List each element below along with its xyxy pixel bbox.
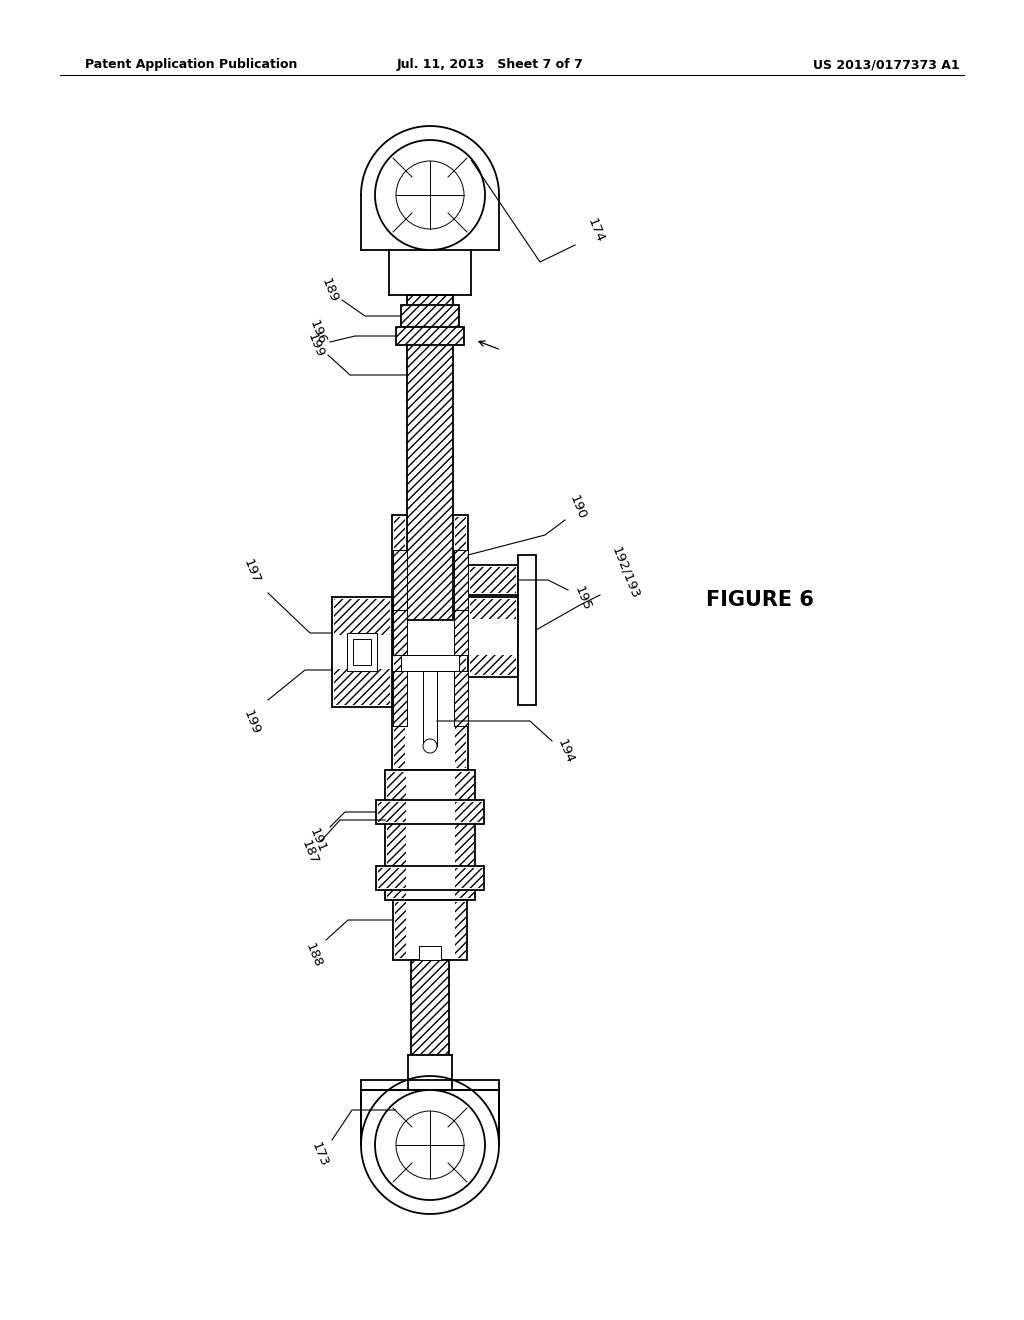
Bar xyxy=(395,902,406,958)
Bar xyxy=(359,1090,501,1150)
Text: 173: 173 xyxy=(309,1140,331,1170)
Text: 199: 199 xyxy=(305,331,327,359)
Text: 192/193: 192/193 xyxy=(609,545,642,601)
Bar xyxy=(393,671,407,726)
Bar xyxy=(385,770,475,900)
Bar xyxy=(361,195,499,249)
Bar xyxy=(470,568,516,593)
Bar xyxy=(334,599,390,635)
Bar xyxy=(455,902,466,958)
Bar xyxy=(378,869,406,888)
Circle shape xyxy=(423,739,437,752)
Bar xyxy=(347,634,377,671)
Bar xyxy=(455,869,483,888)
Circle shape xyxy=(375,1090,485,1200)
Bar xyxy=(361,190,499,195)
Bar xyxy=(376,800,484,824)
Bar xyxy=(392,515,468,770)
Text: 197: 197 xyxy=(242,557,263,585)
Text: 189: 189 xyxy=(319,276,341,304)
Bar xyxy=(455,772,474,898)
Bar xyxy=(407,294,453,620)
Bar xyxy=(419,946,441,960)
Text: 195: 195 xyxy=(572,583,594,612)
Bar xyxy=(401,655,459,671)
Text: US 2013/0177373 A1: US 2013/0177373 A1 xyxy=(813,58,961,71)
Text: Jul. 11, 2013   Sheet 7 of 7: Jul. 11, 2013 Sheet 7 of 7 xyxy=(396,58,584,71)
Text: 191: 191 xyxy=(307,826,329,854)
Bar xyxy=(393,610,407,655)
Bar xyxy=(396,327,464,345)
Bar xyxy=(361,1080,499,1090)
Bar xyxy=(454,610,468,655)
Text: 196: 196 xyxy=(307,318,329,346)
Bar xyxy=(454,671,468,726)
Bar xyxy=(455,803,483,822)
Bar xyxy=(334,669,390,705)
Bar xyxy=(393,550,407,610)
Bar xyxy=(401,305,459,327)
Text: 174: 174 xyxy=(586,215,607,244)
Bar xyxy=(408,1055,452,1090)
Bar xyxy=(470,655,516,675)
Bar xyxy=(387,772,406,898)
Bar xyxy=(423,671,437,746)
Text: 199: 199 xyxy=(242,708,263,737)
Circle shape xyxy=(396,1111,464,1179)
Text: 187: 187 xyxy=(299,838,321,866)
Text: 188: 188 xyxy=(303,941,325,969)
Circle shape xyxy=(375,140,485,249)
Bar xyxy=(455,517,466,768)
Text: 194: 194 xyxy=(555,737,577,766)
Bar xyxy=(376,866,484,890)
Circle shape xyxy=(396,161,464,228)
Bar xyxy=(389,249,471,294)
Text: FIGURE 6: FIGURE 6 xyxy=(707,590,814,610)
Text: Patent Application Publication: Patent Application Publication xyxy=(85,58,297,71)
Bar xyxy=(454,550,468,610)
Bar xyxy=(411,960,449,1055)
Bar xyxy=(394,517,406,768)
Bar xyxy=(353,639,371,665)
Bar xyxy=(468,597,518,677)
Bar xyxy=(378,803,406,822)
Bar xyxy=(470,599,516,619)
Text: 190: 190 xyxy=(567,492,589,521)
Bar xyxy=(393,900,467,960)
Bar xyxy=(332,597,392,708)
Bar xyxy=(468,565,518,595)
Bar xyxy=(361,1090,499,1155)
Bar xyxy=(518,554,536,705)
